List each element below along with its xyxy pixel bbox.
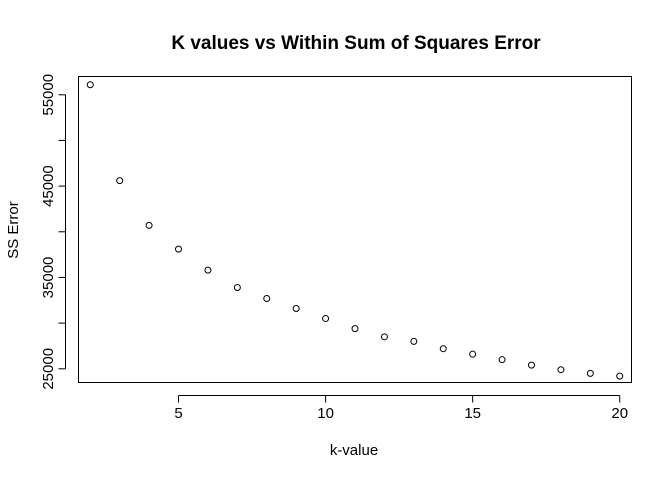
y-tick-label: 45000 <box>40 165 57 207</box>
data-point <box>292 305 300 313</box>
data-point <box>322 315 330 323</box>
data-point <box>204 266 212 274</box>
data-point <box>616 372 624 380</box>
y-tick-label: 25000 <box>40 348 57 390</box>
x-tick-label: 5 <box>174 405 182 422</box>
data-point <box>527 361 535 369</box>
data-point <box>586 369 594 377</box>
plot-frame <box>78 76 632 383</box>
data-point <box>439 345 447 353</box>
y-axis-label: SS Error <box>5 201 22 259</box>
data-point <box>116 177 124 185</box>
data-point <box>175 245 183 253</box>
data-point <box>145 221 153 229</box>
data-point <box>410 337 418 345</box>
chart-title: K values vs Within Sum of Squares Error <box>171 33 541 54</box>
data-point <box>233 284 241 292</box>
data-point <box>498 356 506 364</box>
x-tick-label: 10 <box>317 405 334 422</box>
x-axis-label: k-value <box>330 442 378 459</box>
x-tick-label: 20 <box>611 405 628 422</box>
data-point <box>351 325 359 333</box>
data-point <box>380 333 388 341</box>
x-axis: 5 10 15 20 <box>174 395 628 422</box>
data-point <box>86 81 94 89</box>
data-point <box>557 366 565 374</box>
x-tick-label: 15 <box>464 405 481 422</box>
data-points <box>86 81 624 380</box>
y-axis: 25000 35000 45000 55000 <box>40 74 66 390</box>
y-tick-label: 55000 <box>40 74 57 116</box>
data-point <box>469 350 477 358</box>
y-tick-label: 35000 <box>40 257 57 299</box>
data-point <box>263 294 271 302</box>
